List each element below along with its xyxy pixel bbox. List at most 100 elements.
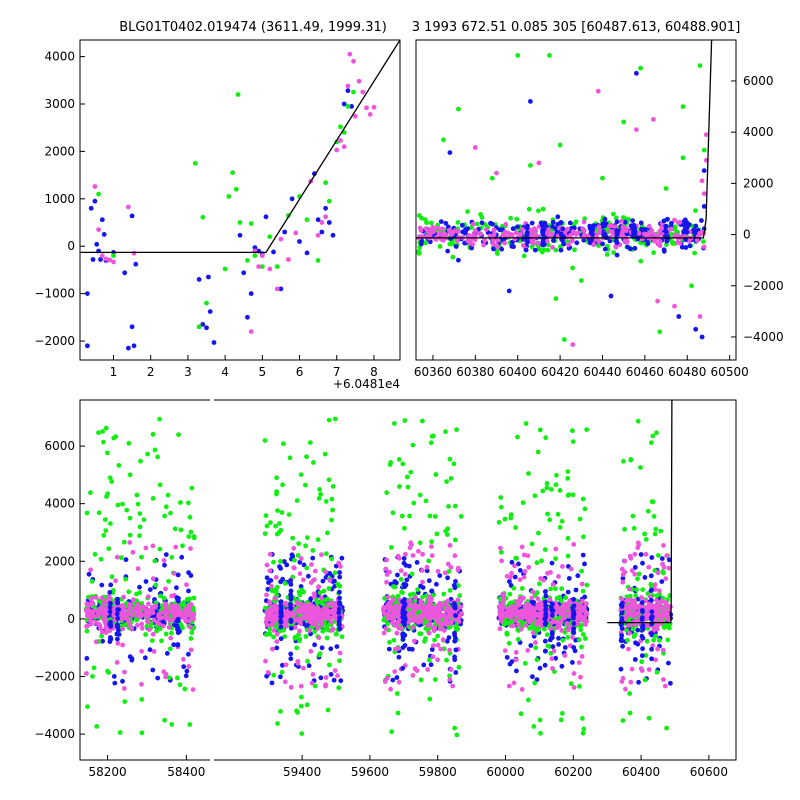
data-point	[452, 601, 457, 606]
data-point	[404, 577, 410, 583]
data-point	[127, 532, 133, 538]
data-point	[400, 645, 406, 650]
data-point	[674, 240, 680, 245]
data-point	[661, 543, 666, 548]
data-point	[560, 602, 566, 608]
data-point	[514, 216, 520, 222]
data-point	[432, 677, 438, 682]
data-point	[652, 232, 657, 238]
data-point	[582, 614, 587, 620]
data-point	[92, 198, 98, 204]
data-point	[345, 83, 351, 89]
data-point	[512, 574, 518, 580]
data-point	[561, 606, 566, 611]
data-point	[562, 653, 568, 658]
data-point	[416, 548, 421, 554]
data-point	[633, 640, 638, 646]
data-point	[663, 229, 669, 235]
data-point	[579, 568, 584, 574]
data-point	[107, 609, 113, 615]
data-point	[602, 216, 608, 222]
data-point	[85, 606, 91, 612]
data-point	[126, 604, 132, 610]
data-point	[188, 636, 194, 641]
data-point	[281, 627, 286, 633]
data-point	[409, 571, 415, 577]
data-point	[556, 623, 562, 629]
data-point	[167, 646, 173, 652]
data-point	[310, 672, 316, 677]
data-point	[273, 575, 279, 580]
data-point	[182, 603, 188, 609]
data-point	[288, 582, 294, 587]
data-point	[537, 581, 542, 587]
data-point	[619, 610, 625, 616]
data-point	[311, 594, 317, 600]
data-point	[542, 589, 548, 595]
data-point	[579, 598, 585, 604]
data-point	[478, 231, 484, 237]
data-point	[542, 638, 548, 644]
data-point	[184, 597, 190, 602]
data-point	[402, 571, 408, 577]
data-point	[297, 559, 303, 565]
panel-top-left-marks	[80, 40, 400, 351]
data-point	[131, 597, 136, 603]
data-point	[521, 574, 527, 580]
data-point	[455, 565, 461, 571]
data-point	[337, 615, 342, 620]
data-point	[270, 646, 275, 652]
data-point	[121, 539, 127, 545]
data-point	[554, 605, 560, 610]
data-point	[345, 104, 351, 109]
p3-ytick-label: 4000	[44, 497, 75, 511]
data-point	[418, 677, 424, 683]
data-point	[515, 224, 520, 230]
data-point	[410, 673, 416, 678]
data-point	[556, 574, 561, 579]
data-point	[549, 656, 555, 662]
data-point	[523, 623, 529, 628]
data-point	[618, 666, 624, 672]
data-point	[501, 604, 507, 610]
data-point	[351, 89, 356, 95]
data-point	[245, 258, 250, 263]
data-point	[163, 586, 168, 592]
data-point	[184, 582, 189, 588]
data-point	[410, 625, 415, 630]
data-point	[331, 677, 337, 683]
data-point	[512, 563, 517, 569]
data-point	[497, 626, 503, 632]
data-point	[99, 595, 105, 601]
data-point	[389, 545, 394, 550]
p1-ytick-label: 3000	[44, 97, 75, 111]
data-point	[312, 683, 318, 689]
data-point	[188, 602, 194, 607]
data-point	[288, 578, 293, 584]
data-point	[316, 584, 322, 590]
data-point	[322, 451, 328, 457]
data-point	[150, 431, 156, 437]
data-point	[540, 206, 546, 212]
data-point	[525, 648, 531, 653]
data-point	[649, 555, 655, 560]
data-point	[115, 641, 121, 646]
data-point	[632, 613, 638, 618]
data-point	[327, 616, 332, 621]
data-point	[274, 645, 280, 651]
data-point	[666, 565, 672, 571]
data-point	[582, 232, 587, 238]
data-point	[139, 681, 144, 687]
data-point	[643, 537, 649, 542]
data-point	[107, 628, 113, 634]
data-point	[326, 586, 332, 591]
data-point	[187, 514, 193, 520]
data-point	[85, 704, 90, 710]
data-point	[248, 221, 254, 226]
data-point	[157, 546, 163, 552]
data-point	[273, 613, 278, 619]
data-point	[646, 223, 652, 229]
data-point	[654, 611, 660, 617]
data-point	[542, 662, 548, 668]
data-point	[489, 175, 495, 181]
